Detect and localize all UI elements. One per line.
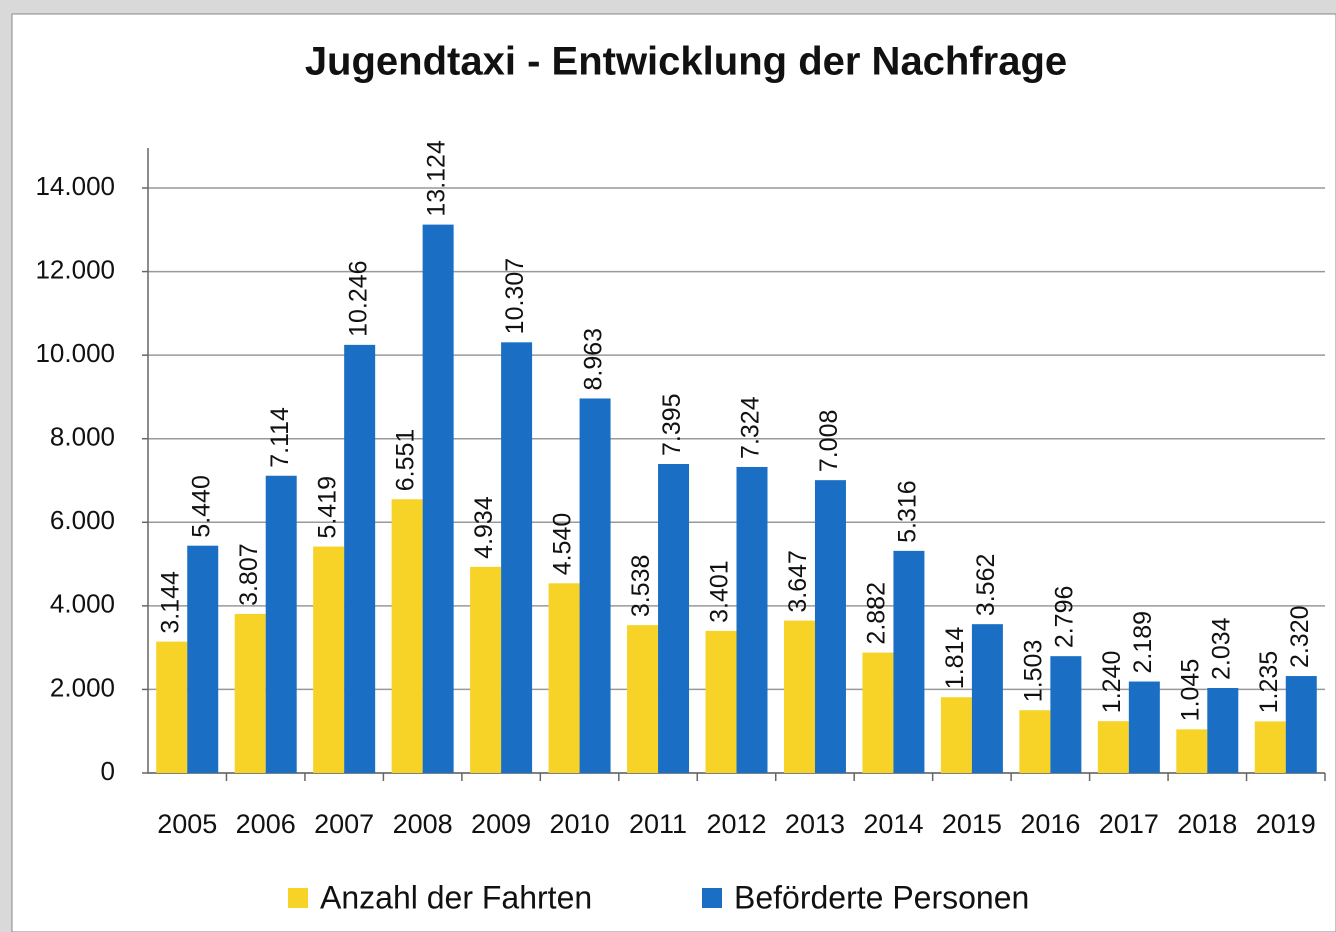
x-tick-label: 2008 <box>393 809 453 839</box>
legend-label: Beförderte Personen <box>734 879 1029 915</box>
bar <box>548 583 580 773</box>
value-label: 10.246 <box>344 260 372 336</box>
value-label: 5.316 <box>894 480 922 543</box>
value-label: 2.796 <box>1050 586 1078 649</box>
value-label: 13.124 <box>423 140 451 217</box>
value-label: 5.419 <box>313 476 341 539</box>
bar <box>265 475 297 773</box>
bar <box>783 620 815 773</box>
bar <box>501 342 533 773</box>
bar <box>1019 710 1051 773</box>
bar <box>862 652 894 773</box>
x-tick-label: 2005 <box>157 809 217 839</box>
value-label: 7.008 <box>815 410 843 473</box>
x-tick-label: 2018 <box>1177 809 1237 839</box>
chart-title: Jugendtaxi - Entwicklung der Nachfrage <box>305 40 1067 84</box>
bar <box>1097 721 1129 773</box>
value-label: 7.395 <box>658 393 686 456</box>
y-tick-label: 10.000 <box>35 338 115 368</box>
value-label: 2.034 <box>1207 617 1235 680</box>
value-label: 7.114 <box>266 407 294 468</box>
bar <box>814 480 846 773</box>
bar <box>1050 656 1082 773</box>
bar <box>579 398 611 773</box>
bar <box>971 624 1003 773</box>
bar <box>627 625 659 773</box>
bar <box>470 566 502 773</box>
bar <box>658 463 690 773</box>
legend-swatch <box>702 888 722 908</box>
bar <box>736 466 768 773</box>
value-label: 5.440 <box>187 475 215 538</box>
bar <box>1207 688 1239 773</box>
x-tick-label: 2017 <box>1099 809 1159 839</box>
value-label: 4.934 <box>470 496 498 559</box>
bar <box>422 224 454 774</box>
y-tick-label: 2.000 <box>50 672 115 702</box>
y-tick-label: 6.000 <box>50 505 115 535</box>
y-tick-label: 0 <box>101 756 115 786</box>
bar <box>234 613 266 773</box>
value-label: 2.882 <box>863 582 891 645</box>
x-tick-label: 2007 <box>314 809 374 839</box>
bar <box>1176 729 1208 773</box>
value-label: 3.807 <box>235 543 263 606</box>
bar <box>1128 681 1160 773</box>
value-label: 7.324 <box>737 396 765 459</box>
bar <box>705 630 737 773</box>
value-label: 1.235 <box>1255 651 1283 714</box>
value-label: 1.045 <box>1176 659 1204 722</box>
legend-label: Anzahl der Fahrten <box>320 879 592 915</box>
y-tick-label: 4.000 <box>50 589 115 619</box>
y-tick-label: 14.000 <box>35 171 115 201</box>
bar <box>940 697 972 773</box>
x-tick-label: 2012 <box>706 809 766 839</box>
x-tick-label: 2019 <box>1256 809 1316 839</box>
bar <box>344 344 376 773</box>
x-tick-label: 2009 <box>471 809 531 839</box>
value-label: 3.144 <box>156 571 184 634</box>
value-label: 3.562 <box>972 554 1000 617</box>
x-tick-label: 2006 <box>236 809 296 839</box>
value-label: 1.240 <box>1098 651 1126 714</box>
value-label: 2.189 <box>1129 611 1157 674</box>
value-label: 10.307 <box>501 258 529 334</box>
bar <box>893 550 925 773</box>
bar <box>313 546 345 773</box>
bar <box>1254 721 1286 773</box>
value-label: 3.647 <box>784 550 812 613</box>
y-tick-label: 8.000 <box>50 422 115 452</box>
x-tick-label: 2011 <box>629 809 687 839</box>
value-label: 1.503 <box>1019 640 1047 703</box>
value-label: 4.540 <box>549 513 577 576</box>
legend-swatch <box>288 888 308 908</box>
value-label: 2.320 <box>1286 605 1314 668</box>
value-label: 3.538 <box>627 555 655 618</box>
x-tick-label: 2013 <box>785 809 845 839</box>
value-label: 6.551 <box>392 429 420 492</box>
bar <box>156 641 188 773</box>
x-tick-label: 2010 <box>550 809 610 839</box>
x-tick-label: 2015 <box>942 809 1002 839</box>
value-label: 3.401 <box>706 560 734 623</box>
bar <box>187 545 219 773</box>
x-tick-label: 2014 <box>863 809 923 839</box>
value-label: 1.814 <box>941 627 969 690</box>
bar <box>391 499 423 773</box>
y-tick-label: 12.000 <box>35 254 115 284</box>
value-label: 8.963 <box>580 328 608 391</box>
x-tick-label: 2016 <box>1020 809 1080 839</box>
bar <box>1285 676 1317 773</box>
